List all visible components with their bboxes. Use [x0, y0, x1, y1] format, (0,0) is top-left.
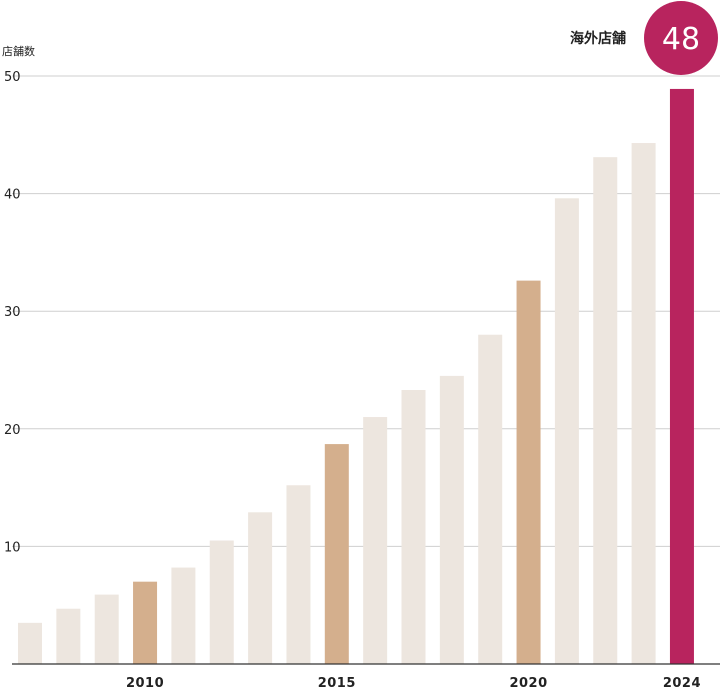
bar-2007	[18, 622, 42, 664]
bar-2023	[631, 143, 656, 665]
x-tick-label-2015: 2015	[318, 676, 356, 691]
x-tick-label-2024: 2024	[663, 676, 701, 691]
y-tick-label-20: 20	[4, 423, 21, 438]
bar-2020	[516, 280, 541, 664]
annotation-badge	[644, 1, 718, 75]
bar-2018	[439, 375, 464, 664]
y-axis-ticks: 10 20 30 40 50	[4, 70, 21, 555]
bar-2017	[401, 389, 426, 664]
bar-2008	[56, 608, 81, 664]
x-tick-label-2020: 2020	[509, 676, 547, 691]
y-tick-label-30: 30	[4, 305, 21, 320]
y-tick-label-50: 50	[4, 70, 21, 85]
y-tick-label-40: 40	[4, 188, 21, 203]
bars	[18, 88, 694, 665]
bar-2021	[554, 198, 579, 664]
x-tick-label-2010: 2010	[126, 676, 164, 691]
y-axis-label: 店舗数	[2, 44, 35, 58]
bar-2009	[94, 594, 119, 664]
annotation-value: 48	[662, 22, 700, 57]
bar-2010	[133, 581, 158, 664]
bar-2014	[286, 485, 311, 664]
bar-2013	[248, 512, 273, 664]
bar-2022	[593, 157, 618, 665]
annotation-callout: 海外店舗 48	[570, 1, 718, 75]
annotation-label: 海外店舗	[570, 30, 626, 47]
bar-2024	[669, 88, 694, 665]
bar-2012	[209, 540, 234, 664]
bar-2016	[363, 417, 388, 664]
bar-2019	[478, 334, 503, 664]
x-axis-ticks: 2010 2015 2020 2024	[126, 676, 701, 691]
bar-2011	[171, 567, 196, 664]
y-tick-label-10: 10	[4, 540, 21, 555]
bar-2015	[324, 444, 349, 664]
